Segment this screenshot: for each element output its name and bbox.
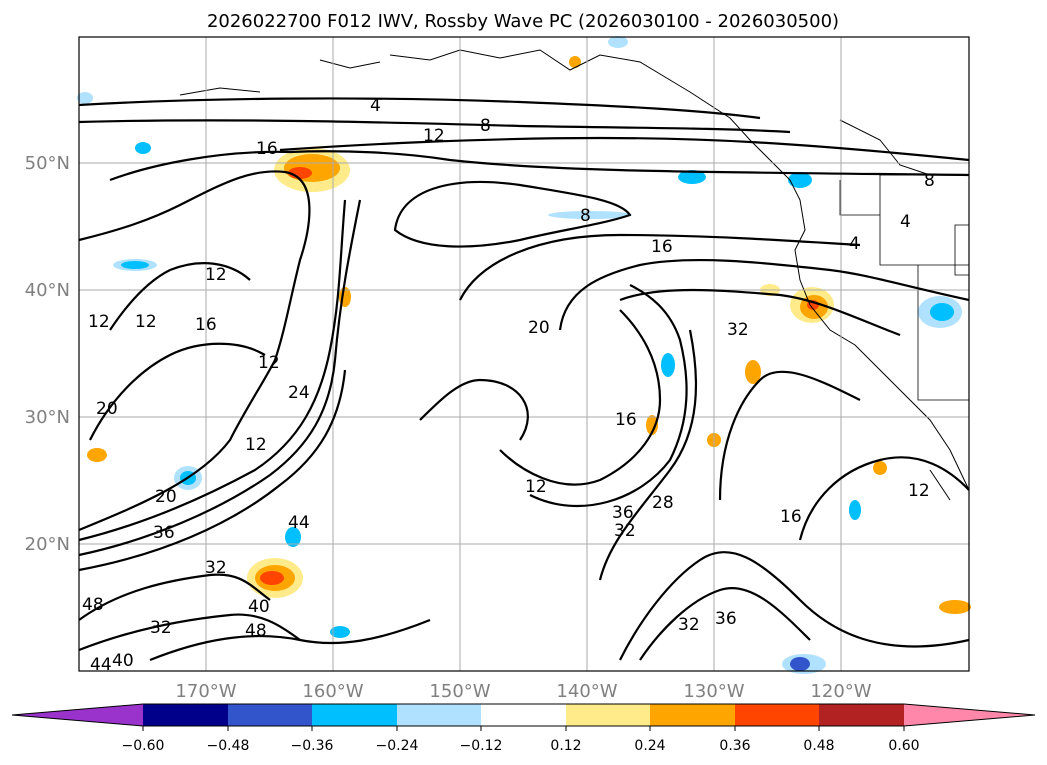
lon-label: 130°W — [683, 681, 744, 702]
colorbar-tick-label: −0.36 — [291, 738, 334, 754]
contour-label: 12 — [245, 435, 267, 455]
lon-label: 160°W — [302, 681, 363, 702]
contour-label: 4 — [849, 234, 860, 254]
colorbar: −0.60 −0.48 −0.36 −0.24 −0.12 0.12 0.24 … — [11, 703, 1036, 754]
lon-label: 120°W — [810, 681, 871, 702]
gridlines — [79, 37, 969, 671]
colorbar-segment — [566, 704, 650, 726]
contour-label: 32 — [614, 521, 636, 541]
colorbar-segment — [143, 704, 228, 726]
lat-label: 50°N — [25, 153, 70, 174]
contour-label: 36 — [153, 523, 175, 543]
contour-label: 12 — [423, 126, 445, 146]
lat-label: 40°N — [25, 280, 70, 301]
contour-label: 12 — [908, 481, 930, 501]
colorbar-segment — [735, 704, 819, 726]
contour-label: 12 — [258, 353, 280, 373]
contour-label: 12 — [205, 265, 227, 285]
contour-label: 32 — [205, 558, 227, 578]
contour-label: 16 — [615, 410, 637, 430]
contour-label: 40 — [248, 597, 270, 617]
contour-label: 16 — [651, 237, 673, 257]
contour-label: 20 — [96, 399, 118, 419]
colorbar-tick-label: −0.48 — [207, 738, 250, 754]
map-panel: 4 8 12 16 8 16 4 4 8 12 12 16 12 12 20 2… — [77, 36, 971, 675]
contour-label: 20 — [155, 487, 177, 507]
lat-label: 20°N — [25, 534, 70, 555]
colorbar-tick-label: −0.12 — [460, 738, 503, 754]
contour-label: 32 — [727, 320, 749, 340]
contour-label: 12 — [135, 312, 157, 332]
colorbar-tick-label: 0.36 — [719, 738, 750, 754]
contour-label: 4 — [370, 96, 381, 116]
iwv-contours — [78, 97, 970, 662]
colorbar-segment — [228, 704, 312, 726]
contour-label: 48 — [245, 621, 267, 641]
contour-label: 12 — [88, 312, 110, 332]
lon-label: 150°W — [429, 681, 490, 702]
colorbar-tick-label: −0.60 — [122, 738, 165, 754]
contour-label: 36 — [612, 503, 634, 523]
longitude-labels: 170°W 160°W 150°W 140°W 130°W 120°W — [175, 681, 871, 702]
lat-label: 30°N — [25, 407, 70, 428]
contour-label: 12 — [525, 477, 547, 497]
colorbar-tick-label: 0.12 — [550, 738, 581, 754]
contour-label: 8 — [480, 116, 491, 136]
lon-label: 140°W — [556, 681, 617, 702]
contour-label: 32 — [150, 618, 172, 638]
contour-label: 44 — [90, 655, 112, 675]
contour-labels: 4 8 12 16 8 16 4 4 8 12 12 16 12 12 20 2… — [82, 96, 935, 675]
contour-label: 16 — [195, 315, 217, 335]
colorbar-extend-high — [904, 704, 1035, 726]
contour-label: 32 — [678, 615, 700, 635]
contour-label: 20 — [528, 318, 550, 338]
contour-label: 48 — [82, 595, 104, 615]
colorbar-tick-label: 0.24 — [634, 738, 665, 754]
colorbar-ticks — [142, 726, 905, 731]
colorbar-tick-label: 0.48 — [803, 738, 834, 754]
colorbar-segment — [650, 704, 735, 726]
figure-title: 2026022700 F012 IWV, Rossby Wave PC (202… — [207, 11, 839, 32]
contour-label: 16 — [780, 507, 802, 527]
colorbar-segment — [481, 704, 566, 726]
contour-label: 44 — [288, 513, 310, 533]
shading-patches — [77, 36, 971, 674]
latitude-labels: 50°N 40°N 30°N 20°N — [25, 153, 70, 555]
colorbar-extend-low — [12, 704, 143, 726]
colorbar-segment — [819, 704, 904, 726]
lon-label: 170°W — [175, 681, 236, 702]
contour-label: 28 — [652, 493, 674, 513]
contour-label: 24 — [288, 383, 310, 403]
map-background — [79, 37, 969, 671]
contour-label: 36 — [715, 609, 737, 629]
colorbar-segment — [312, 704, 397, 726]
contour-label: 4 — [900, 212, 911, 232]
colorbar-tick-label: −0.24 — [376, 738, 419, 754]
contour-label: 40 — [112, 651, 134, 671]
colorbar-segment — [397, 704, 481, 726]
map-frame — [78, 36, 970, 672]
contour-label: 16 — [256, 139, 278, 159]
contour-label: 8 — [924, 171, 935, 191]
colorbar-tick-label: 0.60 — [888, 738, 919, 754]
contour-label: 8 — [580, 206, 591, 226]
